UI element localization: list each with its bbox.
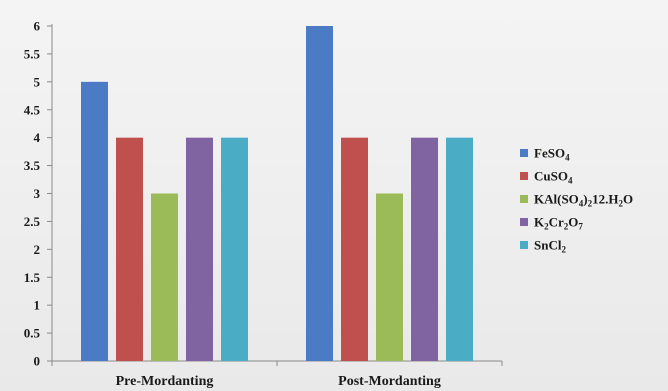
y-tick-label: 0 [34,354,41,369]
bar-k2cr2o7-pre-mordanting [186,137,213,361]
legend-swatch [520,195,528,203]
bar-sncl2-pre-mordanting [221,137,248,361]
legend-swatch [520,241,528,249]
legend-swatch [520,172,528,180]
y-tick-label: 1.5 [24,270,41,285]
bar-feso4-pre-mordanting [81,81,108,361]
bar-sncl2-post-mordanting [446,137,473,361]
bar-cuso4-pre-mordanting [116,137,143,361]
legend-label: KAl(SO4)212.H2O [534,192,633,209]
y-tick-label: 5.5 [24,46,41,61]
legend-label: CuSO4 [534,169,573,186]
bar-kal-so4-2-12-h2o-post-mordanting [376,193,403,361]
bar-k2cr2o7-post-mordanting [411,137,438,361]
bar-feso4-post-mordanting [306,26,333,361]
legend: FeSO4 CuSO4 KAl(SO4)212.H2O K2Cr2O7 SnCl2 [520,146,633,255]
y-tick-label: 6 [34,19,41,34]
y-tick-label: 0.5 [24,326,41,341]
bar-kal-so4-2-12-h2o-pre-mordanting [151,193,178,361]
x-axis-labels: Pre-Mordanting Post-Mordanting [116,374,441,389]
y-tick-label: 3.5 [24,158,41,173]
y-tick-label: 2.5 [24,214,41,229]
legend-label: FeSO4 [534,146,570,163]
bar-cuso4-post-mordanting [341,137,368,361]
x-category-label: Post-Mordanting [338,374,441,389]
legend-swatch [520,149,528,157]
y-tick-label: 4.5 [24,102,41,117]
x-category-label: Pre-Mordanting [116,374,214,389]
y-tick-label: 3 [34,186,41,201]
bars [81,26,473,361]
legend-swatch [520,218,528,226]
y-tick-label: 2 [34,242,41,257]
y-axis-ticks: 0 0.5 1 1.5 2 2.5 3 3.5 4 4.5 5 5.5 6 [24,19,52,369]
y-tick-label: 4 [34,130,41,145]
y-tick-label: 5 [34,74,41,89]
y-tick-label: 1 [34,298,41,313]
legend-label: SnCl2 [534,238,566,255]
legend-label: K2Cr2O7 [534,215,583,232]
